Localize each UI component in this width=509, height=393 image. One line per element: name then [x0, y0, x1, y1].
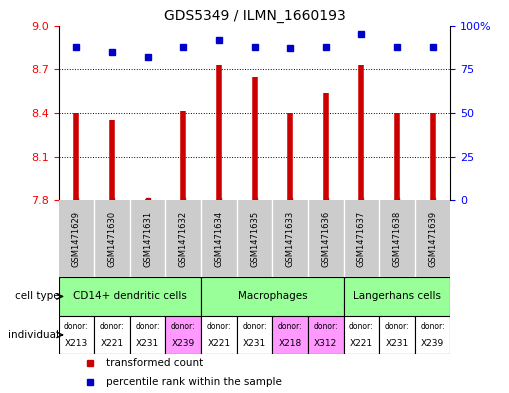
Text: X218: X218: [278, 339, 302, 348]
Text: X239: X239: [172, 339, 195, 348]
Bar: [165, 316, 201, 354]
Text: donor:: donor:: [64, 322, 89, 331]
Text: Langerhans cells: Langerhans cells: [353, 292, 441, 301]
Text: GSM1471634: GSM1471634: [214, 211, 223, 267]
Bar: [415, 316, 450, 354]
Bar: [379, 316, 415, 354]
Bar: [237, 316, 272, 354]
Text: donor:: donor:: [171, 322, 195, 331]
Bar: [272, 316, 308, 354]
Text: donor:: donor:: [100, 322, 124, 331]
Bar: [59, 316, 94, 354]
Text: percentile rank within the sample: percentile rank within the sample: [105, 377, 281, 387]
Text: GSM1471633: GSM1471633: [286, 211, 295, 267]
Text: X231: X231: [385, 339, 409, 348]
Bar: [344, 277, 450, 316]
Bar: [201, 316, 237, 354]
Text: X221: X221: [207, 339, 231, 348]
Text: X231: X231: [136, 339, 159, 348]
Text: GSM1471636: GSM1471636: [321, 211, 330, 267]
Text: GSM1471632: GSM1471632: [179, 211, 188, 267]
Text: GSM1471635: GSM1471635: [250, 211, 259, 267]
Text: transformed count: transformed count: [105, 358, 203, 368]
Text: donor:: donor:: [135, 322, 160, 331]
Bar: [94, 316, 130, 354]
Text: X312: X312: [314, 339, 337, 348]
Text: GSM1471638: GSM1471638: [392, 211, 402, 267]
Text: GSM1471630: GSM1471630: [107, 211, 117, 267]
Text: GSM1471629: GSM1471629: [72, 211, 81, 267]
Text: donor:: donor:: [207, 322, 231, 331]
Text: donor:: donor:: [242, 322, 267, 331]
Text: donor:: donor:: [314, 322, 338, 331]
Bar: [308, 316, 344, 354]
Text: X231: X231: [243, 339, 266, 348]
Bar: [130, 316, 165, 354]
Bar: [201, 277, 344, 316]
Text: GSM1471631: GSM1471631: [143, 211, 152, 267]
Bar: [59, 277, 201, 316]
Text: donor:: donor:: [420, 322, 445, 331]
Title: GDS5349 / ILMN_1660193: GDS5349 / ILMN_1660193: [163, 9, 346, 23]
Text: GSM1471637: GSM1471637: [357, 211, 366, 267]
Text: individual: individual: [8, 330, 59, 340]
Text: donor:: donor:: [278, 322, 302, 331]
Text: X239: X239: [421, 339, 444, 348]
Text: Macrophages: Macrophages: [238, 292, 307, 301]
Text: donor:: donor:: [385, 322, 409, 331]
Text: GSM1471639: GSM1471639: [428, 211, 437, 267]
Text: CD14+ dendritic cells: CD14+ dendritic cells: [73, 292, 187, 301]
Text: X213: X213: [65, 339, 88, 348]
Text: X221: X221: [350, 339, 373, 348]
Bar: [344, 316, 379, 354]
Text: donor:: donor:: [349, 322, 374, 331]
Text: cell type: cell type: [15, 292, 59, 301]
Text: X221: X221: [100, 339, 124, 348]
